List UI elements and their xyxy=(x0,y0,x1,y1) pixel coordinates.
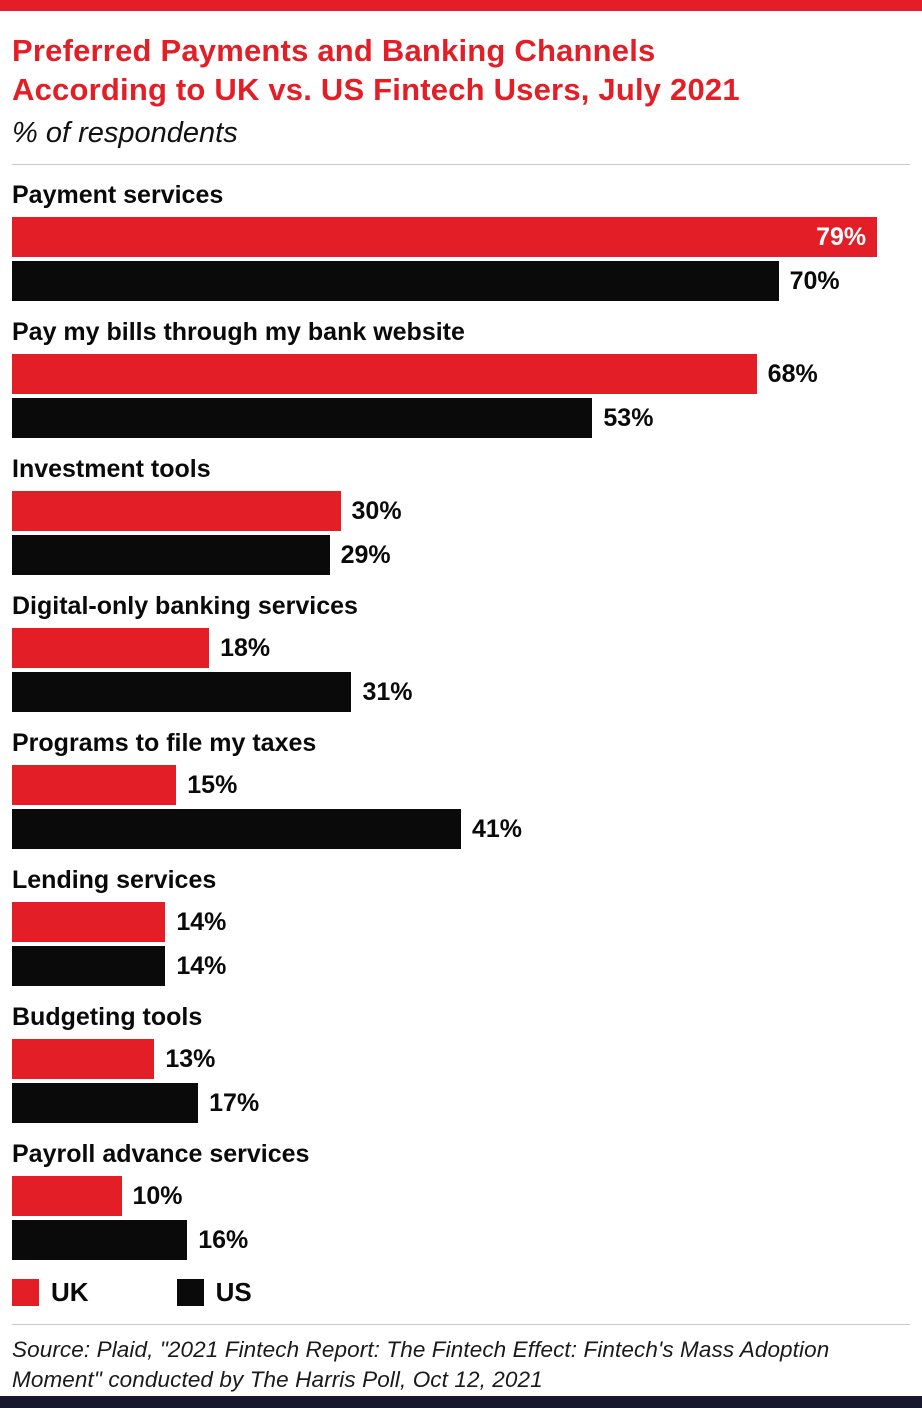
bar-value-label: 17% xyxy=(209,1088,260,1117)
bar-uk xyxy=(12,354,757,394)
bar-value-label: 16% xyxy=(198,1225,249,1254)
bar-value-label: 15% xyxy=(187,770,238,799)
bar-value-label: 31% xyxy=(362,677,413,706)
chart-subtitle: % of respondents xyxy=(12,117,910,165)
bar-row-us: 16% xyxy=(12,1220,910,1260)
bar-us xyxy=(12,1220,188,1260)
chart-content: Preferred Payments and Banking Channels A… xyxy=(0,11,922,1408)
bar-value-label: 70% xyxy=(789,266,840,295)
bar-chart: Payment services 79% 70% Pay my bills throu… xyxy=(12,181,910,1260)
chart-group: Payroll advance services 10% 16% xyxy=(12,1140,910,1260)
chart-group: Budgeting tools 13% 17% xyxy=(12,1003,910,1123)
bar-value-label: 14% xyxy=(176,951,227,980)
legend-label: US xyxy=(215,1277,252,1307)
legend-item-us: US xyxy=(176,1277,252,1308)
bar-value-label: 53% xyxy=(603,403,654,432)
legend: UK US xyxy=(12,1277,910,1308)
category-label: Payment services xyxy=(12,181,224,209)
category-label: Pay my bills through my bank website xyxy=(12,318,465,346)
legend-swatch-uk xyxy=(12,1279,39,1306)
title-line-2: According to UK vs. US Fintech Users, Ju… xyxy=(12,72,740,107)
bar-row-us: 17% xyxy=(12,1083,910,1123)
bar-value-label: 30% xyxy=(351,496,402,525)
bar-value-label: 13% xyxy=(165,1044,216,1073)
bar-us xyxy=(12,1083,199,1123)
legend-swatch-us xyxy=(176,1279,204,1306)
page-title: Preferred Payments and Banking Channels A… xyxy=(12,31,910,109)
bar-row-us: 41% xyxy=(12,809,910,849)
chart-group: Digital-only banking services 18% 31% xyxy=(12,592,910,712)
bar-uk xyxy=(12,902,166,942)
chart-header: Preferred Payments and Banking Channels A… xyxy=(12,11,910,165)
bar-uk xyxy=(12,1176,122,1216)
category-label: Payroll advance services xyxy=(12,1140,310,1168)
bar-value-label: 41% xyxy=(472,814,523,843)
chart-group: Investment tools 30% 29% xyxy=(12,455,910,575)
chart-group: Payment services 79% 70% xyxy=(12,181,910,301)
bar-us xyxy=(12,535,330,575)
bar-row-uk: 79% xyxy=(12,217,910,257)
bar-uk xyxy=(12,1039,155,1079)
bar-value-label: 79% xyxy=(816,222,867,251)
category-label: Budgeting tools xyxy=(12,1003,203,1031)
bar-row-us: 70% xyxy=(12,261,910,301)
bar-us xyxy=(12,261,779,301)
bar-row-uk: 13% xyxy=(12,1039,910,1079)
bar-row-uk: 15% xyxy=(12,765,910,805)
bar-row-uk: 18% xyxy=(12,628,910,668)
bar-uk xyxy=(12,765,177,805)
bar-uk xyxy=(12,491,341,531)
bar-value-label: 18% xyxy=(220,633,271,662)
bar-row-uk: 68% xyxy=(12,354,910,394)
bar-value-label: 29% xyxy=(340,540,391,569)
bar-us xyxy=(12,672,352,712)
bar-uk xyxy=(12,628,210,668)
legend-label: UK xyxy=(51,1277,89,1307)
bar-value-label: 10% xyxy=(132,1181,183,1210)
chart-group: Lending services 14% 14% xyxy=(12,866,910,986)
bar-row-us: 31% xyxy=(12,672,910,712)
bar-us xyxy=(12,946,166,986)
bar-row-uk: 30% xyxy=(12,491,910,531)
bar-row-uk: 10% xyxy=(12,1176,910,1216)
bar-row-us: 14% xyxy=(12,946,910,986)
category-label: Investment tools xyxy=(12,455,211,483)
top-accent-bar xyxy=(0,0,922,11)
bottom-accent-bar xyxy=(0,1396,922,1408)
legend-item-uk: UK xyxy=(12,1277,89,1308)
chart-group: Programs to file my taxes 15% 41% xyxy=(12,729,910,849)
chart-group: Pay my bills through my bank website 68% 5… xyxy=(12,318,910,438)
bar-uk: 79% xyxy=(12,217,878,257)
category-label: Digital-only banking services xyxy=(12,592,358,620)
category-label: Lending services xyxy=(12,866,217,894)
source-note: Source: Plaid, "2021 Fintech Report: The… xyxy=(12,1324,910,1394)
category-label: Programs to file my taxes xyxy=(12,729,317,757)
bar-us xyxy=(12,398,593,438)
bar-row-uk: 14% xyxy=(12,902,910,942)
title-line-1: Preferred Payments and Banking Channels xyxy=(12,33,656,68)
bar-value-label: 14% xyxy=(176,907,227,936)
bar-us xyxy=(12,809,461,849)
bar-row-us: 53% xyxy=(12,398,910,438)
bar-value-label: 68% xyxy=(767,359,818,388)
bar-row-us: 29% xyxy=(12,535,910,575)
